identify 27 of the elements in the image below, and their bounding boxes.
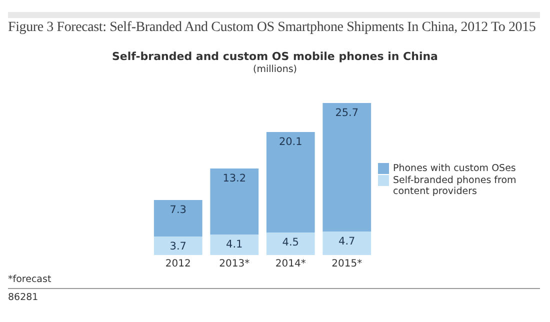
legend-label: Phones with custom OSes <box>393 163 517 174</box>
data-label: 20.1 <box>278 136 302 148</box>
x-tick-label: 2015* <box>332 258 362 270</box>
bar <box>266 132 315 232</box>
chart-title: Figure 3 Forecast: Self-Branded And Custom OS Smartphone Shipments In China, 2012 To 2015 <box>8 20 536 36</box>
text: 86281 <box>8 292 38 303</box>
x-tick-label: 2014* <box>275 258 306 270</box>
bar <box>154 236 202 255</box>
legend-label: Self-branded phones from content providers <box>393 175 518 197</box>
text: *forecast <box>8 274 52 285</box>
data-label: 13.2 <box>222 172 246 184</box>
bar <box>210 234 259 255</box>
data-label: 3.7 <box>170 240 186 252</box>
y-axis-title: (millions) <box>252 64 298 75</box>
data-label: 4.5 <box>282 236 299 248</box>
bar <box>322 103 372 232</box>
chart-subtitle: Self-branded and custom OS mobile phones in China <box>111 50 439 63</box>
bar <box>322 232 372 255</box>
data-label: 25.7 <box>335 106 359 119</box>
bar <box>266 232 315 255</box>
bar <box>154 200 202 236</box>
x-tick-label: 2013* <box>219 258 250 270</box>
data-label: 4.1 <box>226 238 243 250</box>
x-tick-label: 2012 <box>165 258 191 270</box>
data-label: 4.7 <box>338 235 356 248</box>
bar <box>210 168 259 234</box>
data-label: 7.3 <box>170 204 186 216</box>
